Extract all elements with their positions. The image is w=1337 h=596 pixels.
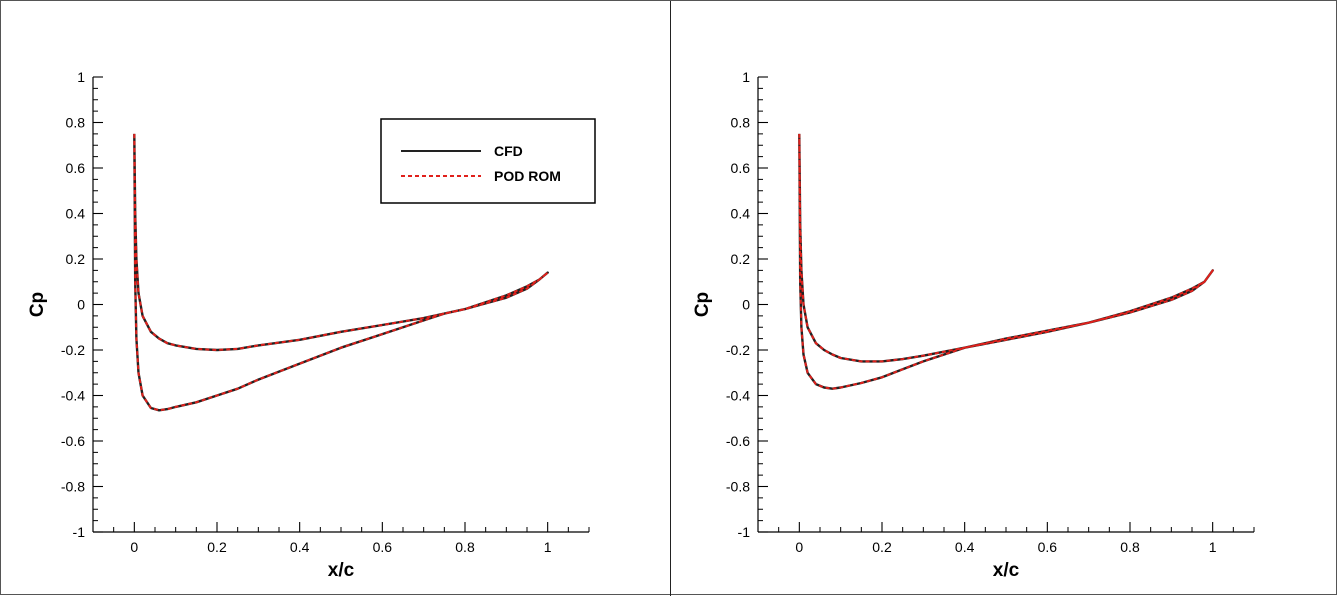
x-axis-title: x/c [993,560,1020,581]
panel-divider [670,1,671,596]
y-tick-label: -0.4 [61,388,85,404]
x-tick-label: 1 [1209,539,1217,555]
x-tick-label: 0.2 [207,539,227,555]
chart-panel-2: 1 0.8 0.6 0.4 0.2 0 -0.2 -0.4 -0.6 -0.8 -1 0 0.2 0.4 0… [692,69,1255,581]
y-tick-label: 0.4 [66,206,86,222]
x-tick-label: 0 [130,539,138,555]
y-tick-label: -1 [73,524,86,540]
y-tick-label: -0.2 [61,342,85,358]
x-tick-label: 0.6 [373,539,393,555]
series-line-pod-rom [798,133,1214,390]
legend-label: CFD [494,143,523,159]
chart-panel-1: 1 0.8 0.6 0.4 0.2 0 -0.2 -0.4 -0.6 -0.8 -1 0 0.2 0.4 0… [27,69,596,581]
y-tick-label: 0.6 [66,160,86,176]
y-tick-label: 0.8 [66,115,86,131]
series-line-pod-rom [133,133,549,412]
x-axis-title: x/c [328,560,355,581]
y-tick-label: -0.8 [726,479,750,495]
series-line-cfd [798,133,1214,390]
y-tick-label: -0.6 [726,433,750,449]
y-tick-label: -0.2 [726,342,750,358]
y-axis-title: Cp [27,292,48,317]
legend-label: POD ROM [494,168,561,184]
x-tick-label: 0.2 [872,539,892,555]
x-tick-label: 0 [795,539,803,555]
y-tick-label: 1 [77,69,85,85]
legend-box [380,118,596,204]
y-axis-title: Cp [692,292,713,317]
x-tick-label: 0.6 [1038,539,1058,555]
y-tick-label: 0.8 [731,115,751,131]
y-tick-label: -0.6 [61,433,85,449]
y-tick-label: -0.8 [61,479,85,495]
x-tick-label: 0.8 [1120,539,1140,555]
y-tick-label: 0 [77,297,85,313]
x-tick-label: 1 [544,539,552,555]
y-tick-label: 0.4 [731,206,751,222]
y-tick-label: 0.6 [731,160,751,176]
x-tick-label: 0.4 [955,539,975,555]
y-tick-label: 1 [742,69,750,85]
y-tick-label: -0.4 [726,388,750,404]
y-tick-label: 0.2 [66,251,86,267]
x-tick-label: 0.8 [455,539,475,555]
y-tick-label: 0.2 [731,251,751,267]
y-tick-label: 0 [742,297,750,313]
legend: CFD POD ROM [380,118,596,204]
y-tick-label: -1 [738,524,751,540]
x-tick-label: 0.4 [290,539,310,555]
